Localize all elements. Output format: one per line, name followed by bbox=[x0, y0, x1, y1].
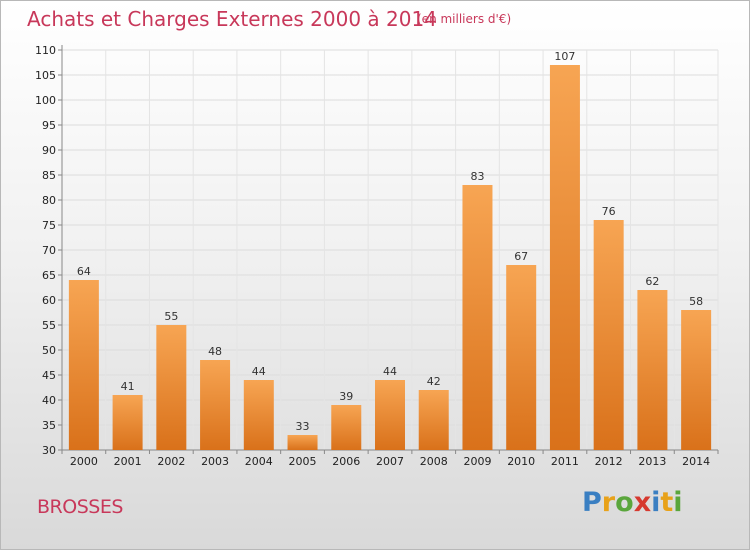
bar bbox=[68, 280, 99, 450]
bars bbox=[68, 65, 712, 450]
bar bbox=[418, 390, 449, 450]
data-label: 41 bbox=[121, 380, 135, 393]
y-tick-label: 90 bbox=[42, 144, 56, 157]
logo-letter: P bbox=[582, 487, 602, 518]
y-tick-label: 110 bbox=[35, 44, 56, 57]
bar bbox=[506, 265, 537, 450]
logo-letter: o bbox=[615, 487, 634, 518]
y-tick-label: 70 bbox=[42, 244, 56, 257]
x-tick-label: 2011 bbox=[551, 455, 579, 468]
bar bbox=[593, 220, 624, 450]
data-label: 107 bbox=[554, 50, 575, 63]
y-tick-label: 80 bbox=[42, 194, 56, 207]
x-tick-label: 2003 bbox=[201, 455, 229, 468]
bar bbox=[549, 65, 580, 450]
y-tick-label: 100 bbox=[35, 94, 56, 107]
y-tick-label: 35 bbox=[42, 419, 56, 432]
bar bbox=[156, 325, 187, 450]
y-tick-label: 40 bbox=[42, 394, 56, 407]
data-label: 76 bbox=[602, 205, 616, 218]
proxiti-logo[interactable]: Proxiti bbox=[582, 487, 683, 518]
x-tick-label: 2000 bbox=[70, 455, 98, 468]
chart-subtitle: (en milliers d'€) bbox=[417, 12, 512, 26]
x-tick-label: 2004 bbox=[245, 455, 273, 468]
data-label: 83 bbox=[470, 170, 484, 183]
bar bbox=[243, 380, 274, 450]
data-label: 62 bbox=[645, 275, 659, 288]
x-tick-label: 2007 bbox=[376, 455, 404, 468]
data-label: 44 bbox=[252, 365, 266, 378]
y-tick-label: 50 bbox=[42, 344, 56, 357]
x-tick-label: 2008 bbox=[420, 455, 448, 468]
y-tick-label: 85 bbox=[42, 169, 56, 182]
logo-letter: i bbox=[673, 487, 683, 518]
logo-letter: r bbox=[601, 487, 616, 518]
bar bbox=[637, 290, 668, 450]
y-tick-label: 30 bbox=[42, 444, 56, 457]
bar bbox=[375, 380, 405, 450]
data-label: 67 bbox=[514, 250, 528, 263]
x-tick-label: 2002 bbox=[157, 455, 185, 468]
bar bbox=[331, 405, 362, 450]
logo-letter: x bbox=[633, 487, 652, 518]
data-label: 42 bbox=[427, 375, 441, 388]
y-tick-label: 65 bbox=[42, 269, 56, 282]
x-tick-label: 2014 bbox=[682, 455, 710, 468]
data-label: 58 bbox=[689, 295, 703, 308]
labels: 64 2000 41 2001 55 2002 48 2003 44 2004 33 2005 39 20… bbox=[70, 50, 710, 468]
logo-letter: t bbox=[660, 487, 674, 518]
x-tick-label: 2010 bbox=[507, 455, 535, 468]
x-tick-label: 2009 bbox=[463, 455, 491, 468]
data-label: 55 bbox=[164, 310, 178, 323]
logo-letter: i bbox=[651, 487, 661, 518]
x-tick-label: 2006 bbox=[332, 455, 360, 468]
y-tick-label: 95 bbox=[42, 119, 56, 132]
y-tick-label: 105 bbox=[35, 69, 56, 82]
x-tick-label: 2012 bbox=[595, 455, 623, 468]
data-label: 44 bbox=[383, 365, 397, 378]
y-tick-label: 60 bbox=[42, 294, 56, 307]
bar bbox=[200, 360, 231, 450]
y-tick-label: 55 bbox=[42, 319, 56, 332]
bar bbox=[287, 435, 318, 450]
bar bbox=[112, 395, 143, 450]
x-tick-label: 2001 bbox=[114, 455, 142, 468]
y-tick-label: 45 bbox=[42, 369, 56, 382]
data-label: 48 bbox=[208, 345, 222, 358]
bar bbox=[462, 185, 493, 450]
bar bbox=[681, 310, 712, 450]
y-tick-label: 75 bbox=[42, 219, 56, 232]
commune-name: BROSSES bbox=[37, 496, 123, 518]
x-tick-label: 2005 bbox=[289, 455, 317, 468]
data-label: 39 bbox=[339, 390, 353, 403]
x-tick-label: 2013 bbox=[638, 455, 666, 468]
data-label: 64 bbox=[77, 265, 91, 278]
data-label: 33 bbox=[296, 420, 310, 433]
chart-title: Achats et Charges Externes 2000 à 2014 bbox=[27, 7, 437, 31]
